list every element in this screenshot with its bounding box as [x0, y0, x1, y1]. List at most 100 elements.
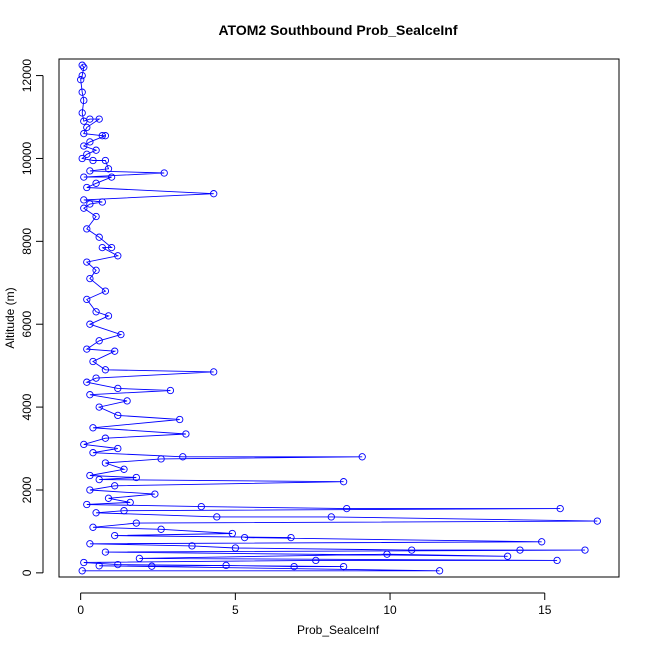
data-point: [114, 560, 122, 569]
data-point: [151, 490, 159, 498]
data-point: [83, 295, 91, 304]
data-point: [107, 173, 116, 181]
data-point: [114, 384, 122, 393]
data-point: [408, 546, 416, 554]
y-tick-label: 8000: [20, 228, 34, 255]
data-point: [101, 459, 110, 467]
data-point: [86, 274, 94, 283]
data-point: [83, 258, 91, 266]
data-point: [86, 115, 94, 123]
data-point: [132, 519, 140, 527]
data-point: [98, 198, 106, 206]
data-point: [222, 561, 230, 570]
data-point: [120, 465, 128, 473]
data-point: [89, 449, 97, 457]
data-point: [231, 544, 240, 552]
data-point: [83, 123, 91, 132]
data-point: [179, 453, 187, 461]
data-point: [95, 233, 103, 241]
data-point: [95, 475, 103, 484]
data-point: [80, 196, 88, 204]
data-point: [83, 150, 91, 158]
data-point: [182, 430, 190, 438]
data-point: [83, 345, 91, 353]
data-point: [166, 386, 175, 395]
data-point: [101, 132, 110, 140]
y-tick-label: 6000: [20, 311, 34, 338]
data-point: [83, 500, 91, 509]
data-point: [95, 115, 103, 123]
data-point: [86, 486, 94, 494]
data-point: [95, 337, 103, 345]
data-point: [86, 540, 94, 548]
data-point: [188, 542, 196, 550]
data-point: [78, 109, 86, 117]
data-point: [83, 378, 91, 386]
data-point: [210, 368, 218, 376]
data-point: [89, 156, 97, 165]
y-tick-label: 4000: [20, 393, 34, 420]
data-point: [80, 63, 88, 71]
data-point: [80, 440, 88, 449]
data-point: [80, 96, 88, 105]
data-point: [327, 513, 335, 521]
data-point: [538, 538, 546, 546]
data-point: [290, 562, 298, 571]
data-point: [101, 366, 110, 374]
data-point: [98, 243, 106, 252]
data-point: [114, 444, 122, 453]
data-point: [343, 504, 351, 513]
data-point: [111, 347, 119, 355]
data-point: [89, 424, 97, 432]
data-point: [135, 554, 144, 563]
data-point: [95, 562, 103, 570]
data-point: [123, 397, 131, 405]
data-point: [107, 243, 116, 252]
data-point: [104, 494, 113, 502]
data-point: [312, 556, 320, 565]
data-point: [78, 61, 86, 69]
data-point: [98, 132, 106, 140]
x-tick-label: 15: [538, 603, 552, 617]
data-point: [435, 567, 444, 575]
data-point: [213, 513, 221, 521]
data-point: [78, 71, 86, 80]
data-point: [240, 533, 249, 542]
data-point: [157, 455, 165, 463]
series-lines: [80, 64, 598, 572]
data-point: [111, 531, 119, 540]
y-tick-label: 10000: [20, 141, 34, 175]
data-point: [120, 507, 128, 515]
data-point: [553, 556, 561, 565]
data-point: [383, 550, 391, 558]
data-point: [80, 204, 88, 212]
data-point: [78, 567, 86, 575]
data-point: [132, 473, 140, 482]
data-point: [86, 138, 94, 146]
x-tick-label: 0: [77, 603, 84, 617]
data-point: [86, 471, 94, 480]
data-point: [126, 498, 134, 507]
data-point: [287, 533, 295, 542]
data-point: [104, 312, 113, 320]
data-point: [95, 403, 103, 411]
data-point: [101, 434, 110, 442]
data-point: [101, 548, 110, 556]
data-point: [86, 200, 94, 208]
y-axis: 0 2000 4000 6000 8000 10000 12000: [20, 59, 44, 576]
data-point: [92, 374, 100, 382]
data-point: [101, 287, 110, 295]
y-axis-label: Altitude (m): [3, 287, 17, 348]
data-point: [92, 308, 100, 316]
data-point: [89, 357, 97, 366]
chart-title: ATOM2 Southbound Prob_SealceInf: [218, 22, 457, 38]
plot-area-border: [58, 58, 620, 578]
data-point: [86, 391, 94, 399]
data-point: [80, 173, 88, 181]
data-point: [339, 478, 348, 486]
data-point: [78, 88, 86, 96]
data-point: [86, 167, 94, 175]
data-point: [197, 502, 205, 511]
data-point: [78, 154, 86, 163]
data-point: [80, 558, 88, 567]
